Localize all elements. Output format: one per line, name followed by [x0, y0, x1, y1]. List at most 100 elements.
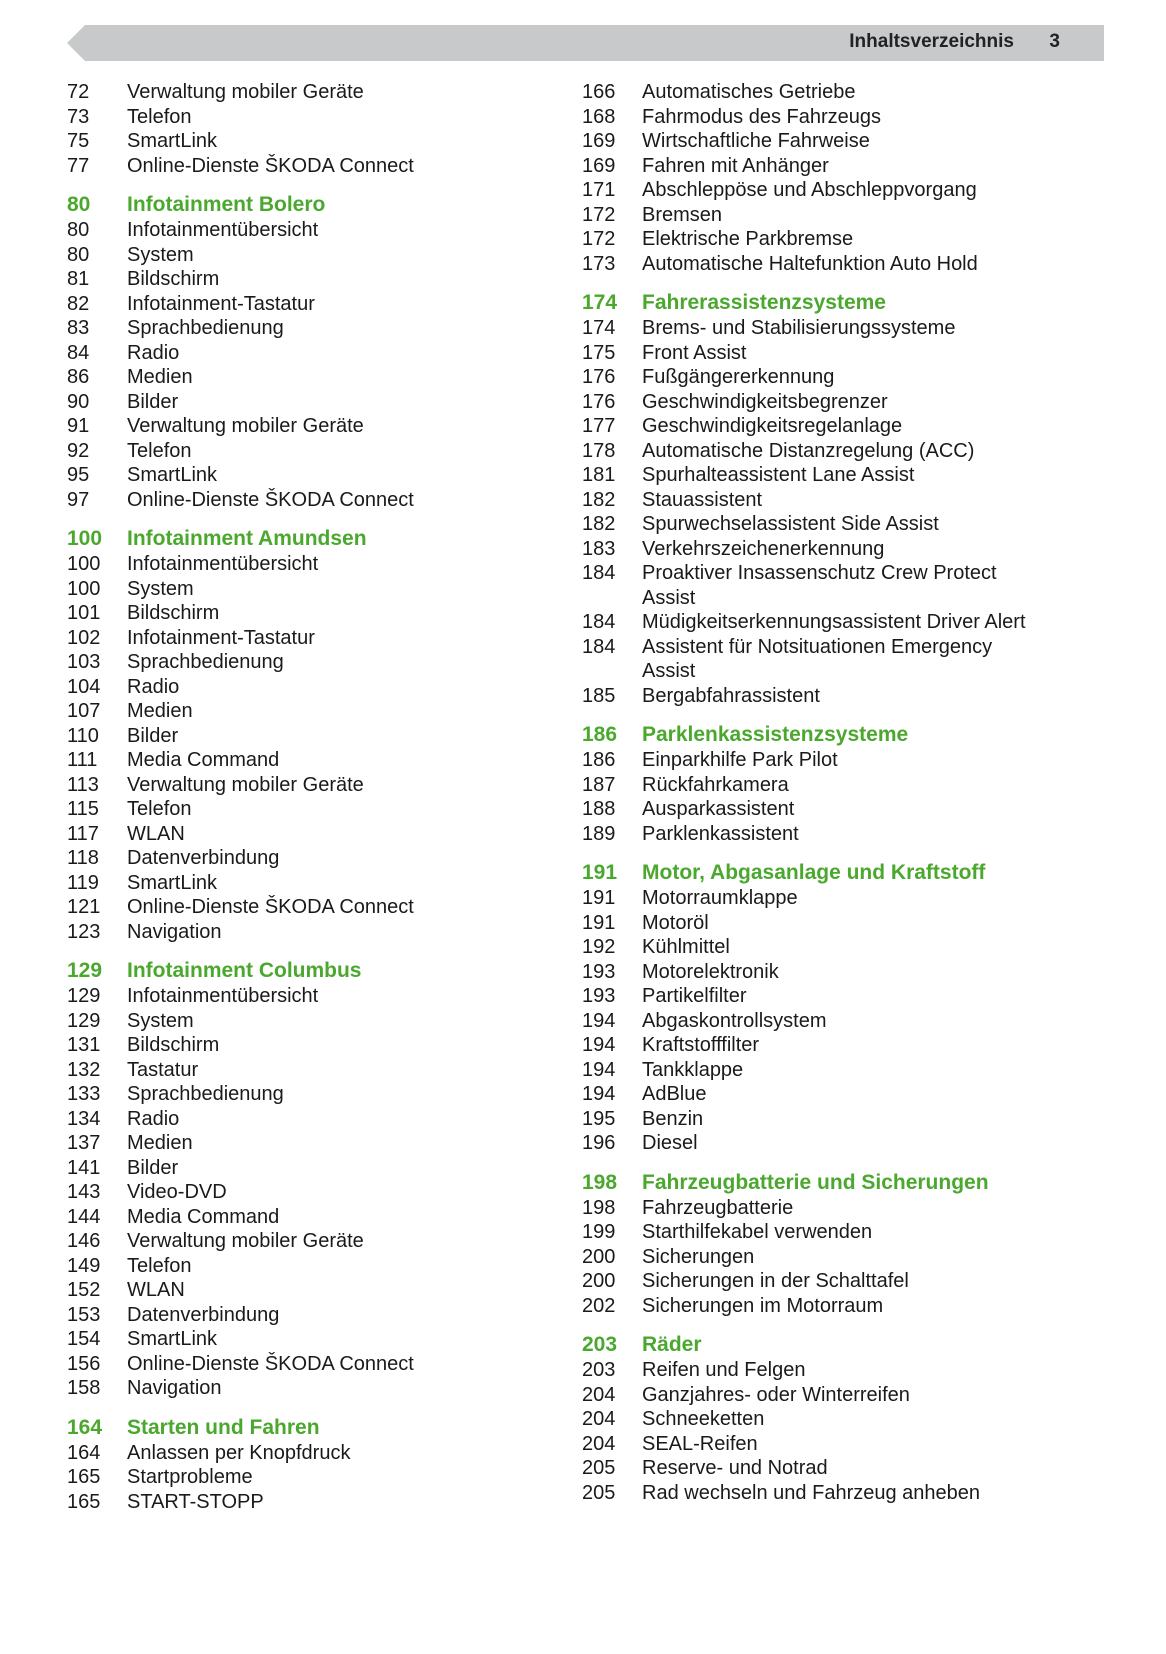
toc-section-heading[interactable]: 186 Parklenkassistenzsysteme — [582, 722, 1042, 748]
toc-entry[interactable]: 133 Sprachbedienung — [67, 1082, 527, 1107]
toc-entry[interactable]: 194 Tankklappe — [582, 1058, 1042, 1083]
toc-entry[interactable]: 178 Automatische Distanzregelung (ACC) — [582, 439, 1042, 464]
toc-entry[interactable]: 184 Proaktiver Insassenschutz Crew Protec… — [582, 561, 1042, 610]
toc-entry[interactable]: 182 Spurwechselassistent Side Assist — [582, 512, 1042, 537]
toc-entry[interactable]: 80 System — [67, 243, 527, 268]
toc-entry[interactable]: 172 Bremsen — [582, 203, 1042, 228]
toc-entry[interactable]: 181 Spurhalteassistent Lane Assist — [582, 463, 1042, 488]
toc-entry[interactable]: 90 Bilder — [67, 390, 527, 415]
toc-entry[interactable]: 171 Abschleppöse und Abschleppvorgang — [582, 178, 1042, 203]
toc-entry[interactable]: 169 Fahren mit Anhänger — [582, 154, 1042, 179]
toc-entry[interactable]: 146 Verwaltung mobiler Geräte — [67, 1229, 527, 1254]
toc-entry[interactable]: 154 SmartLink — [67, 1327, 527, 1352]
toc-entry[interactable]: 77 Online-Dienste ŠKODA Connect — [67, 154, 527, 179]
toc-entry[interactable]: 132 Tastatur — [67, 1058, 527, 1083]
toc-entry[interactable]: 121 Online-Dienste ŠKODA Connect — [67, 895, 527, 920]
toc-entry[interactable]: 193 Partikelfilter — [582, 984, 1042, 1009]
toc-entry[interactable]: 84 Radio — [67, 341, 527, 366]
toc-entry[interactable]: 185 Bergabfahrassistent — [582, 684, 1042, 709]
toc-entry[interactable]: 73 Telefon — [67, 105, 527, 130]
toc-entry[interactable]: 176 Fußgängererkennung — [582, 365, 1042, 390]
toc-entry[interactable]: 176 Geschwindigkeitsbegrenzer — [582, 390, 1042, 415]
toc-entry[interactable]: 164 Anlassen per Knopfdruck — [67, 1441, 527, 1466]
toc-entry[interactable]: 186 Einparkhilfe Park Pilot — [582, 748, 1042, 773]
toc-entry[interactable]: 95 SmartLink — [67, 463, 527, 488]
toc-entry[interactable]: 195 Benzin — [582, 1107, 1042, 1132]
toc-entry[interactable]: 104 Radio — [67, 675, 527, 700]
toc-section-heading[interactable]: 80 Infotainment Bolero — [67, 192, 527, 218]
toc-entry[interactable]: 144 Media Command — [67, 1205, 527, 1230]
toc-entry[interactable]: 183 Verkehrszeichenerkennung — [582, 537, 1042, 562]
toc-entry[interactable]: 173 Automatische Haltefunktion Auto Hold — [582, 252, 1042, 277]
toc-entry[interactable]: 203 Reifen und Felgen — [582, 1358, 1042, 1383]
toc-entry[interactable]: 175 Front Assist — [582, 341, 1042, 366]
toc-section-heading[interactable]: 164 Starten und Fahren — [67, 1415, 527, 1441]
toc-entry[interactable]: 137 Medien — [67, 1131, 527, 1156]
toc-entry[interactable]: 191 Motoröl — [582, 911, 1042, 936]
toc-entry[interactable]: 202 Sicherungen im Motorraum — [582, 1294, 1042, 1319]
toc-entry[interactable]: 200 Sicherungen in der Schalttafel — [582, 1269, 1042, 1294]
toc-entry[interactable]: 174 Brems- und Stabilisierungssysteme — [582, 316, 1042, 341]
toc-entry[interactable]: 205 Reserve- und Notrad — [582, 1456, 1042, 1481]
toc-entry[interactable]: 177 Geschwindigkeitsregelanlage — [582, 414, 1042, 439]
toc-entry[interactable]: 194 Kraftstofffilter — [582, 1033, 1042, 1058]
toc-entry[interactable]: 111 Media Command — [67, 748, 527, 773]
toc-entry[interactable]: 158 Navigation — [67, 1376, 527, 1401]
toc-entry[interactable]: 194 AdBlue — [582, 1082, 1042, 1107]
toc-entry[interactable]: 101 Bildschirm — [67, 601, 527, 626]
toc-entry[interactable]: 165 Startprobleme — [67, 1465, 527, 1490]
toc-entry[interactable]: 200 Sicherungen — [582, 1245, 1042, 1270]
toc-entry[interactable]: 194 Abgaskontrollsystem — [582, 1009, 1042, 1034]
toc-entry[interactable]: 191 Motorraumklappe — [582, 886, 1042, 911]
toc-entry[interactable]: 193 Motorelektronik — [582, 960, 1042, 985]
toc-entry[interactable]: 204 SEAL-Reifen — [582, 1432, 1042, 1457]
toc-entry[interactable]: 100 System — [67, 577, 527, 602]
toc-entry[interactable]: 205 Rad wechseln und Fahrzeug anheben — [582, 1481, 1042, 1506]
toc-entry[interactable]: 156 Online-Dienste ŠKODA Connect — [67, 1352, 527, 1377]
toc-entry[interactable]: 169 Wirtschaftliche Fahrweise — [582, 129, 1042, 154]
toc-entry[interactable]: 129 System — [67, 1009, 527, 1034]
toc-entry[interactable]: 184 Müdigkeitserkennungsassistent Driver … — [582, 610, 1042, 635]
toc-entry[interactable]: 100 Infotainmentübersicht — [67, 552, 527, 577]
toc-entry[interactable]: 134 Radio — [67, 1107, 527, 1132]
toc-entry[interactable]: 153 Datenverbindung — [67, 1303, 527, 1328]
toc-entry[interactable]: 107 Medien — [67, 699, 527, 724]
toc-entry[interactable]: 166 Automatisches Getriebe — [582, 80, 1042, 105]
toc-entry[interactable]: 204 Ganzjahres- oder Winterreifen — [582, 1383, 1042, 1408]
toc-entry[interactable]: 143 Video-DVD — [67, 1180, 527, 1205]
toc-section-heading[interactable]: 191 Motor, Abgasanlage und Kraftstoff — [582, 860, 1042, 886]
toc-entry[interactable]: 97 Online-Dienste ŠKODA Connect — [67, 488, 527, 513]
toc-entry[interactable]: 82 Infotainment-Tastatur — [67, 292, 527, 317]
toc-entry[interactable]: 131 Bildschirm — [67, 1033, 527, 1058]
toc-entry[interactable]: 110 Bilder — [67, 724, 527, 749]
toc-entry[interactable]: 141 Bilder — [67, 1156, 527, 1181]
toc-entry[interactable]: 199 Starthilfekabel verwenden — [582, 1220, 1042, 1245]
toc-section-heading[interactable]: 174 Fahrerassistenzsysteme — [582, 290, 1042, 316]
toc-entry[interactable]: 192 Kühlmittel — [582, 935, 1042, 960]
toc-entry[interactable]: 113 Verwaltung mobiler Geräte — [67, 773, 527, 798]
toc-entry[interactable]: 204 Schneeketten — [582, 1407, 1042, 1432]
toc-entry[interactable]: 119 SmartLink — [67, 871, 527, 896]
toc-entry[interactable]: 172 Elektrische Parkbremse — [582, 227, 1042, 252]
toc-section-heading[interactable]: 198 Fahrzeugbatterie und Sicherungen — [582, 1170, 1042, 1196]
toc-entry[interactable]: 198 Fahrzeugbatterie — [582, 1196, 1042, 1221]
toc-entry[interactable]: 115 Telefon — [67, 797, 527, 822]
toc-entry[interactable]: 168 Fahrmodus des Fahrzeugs — [582, 105, 1042, 130]
toc-entry[interactable]: 75 SmartLink — [67, 129, 527, 154]
toc-entry[interactable]: 80 Infotainmentübersicht — [67, 218, 527, 243]
toc-entry[interactable]: 182 Stauassistent — [582, 488, 1042, 513]
toc-section-heading[interactable]: 203 Räder — [582, 1332, 1042, 1358]
toc-entry[interactable]: 189 Parklenkassistent — [582, 822, 1042, 847]
toc-entry[interactable]: 149 Telefon — [67, 1254, 527, 1279]
toc-entry[interactable]: 165 START-STOPP — [67, 1490, 527, 1515]
toc-entry[interactable]: 152 WLAN — [67, 1278, 527, 1303]
toc-entry[interactable]: 123 Navigation — [67, 920, 527, 945]
toc-entry[interactable]: 129 Infotainmentübersicht — [67, 984, 527, 1009]
toc-entry[interactable]: 118 Datenverbindung — [67, 846, 527, 871]
toc-entry[interactable]: 188 Ausparkassistent — [582, 797, 1042, 822]
toc-entry[interactable]: 102 Infotainment-Tastatur — [67, 626, 527, 651]
toc-section-heading[interactable]: 100 Infotainment Amundsen — [67, 526, 527, 552]
toc-entry[interactable]: 86 Medien — [67, 365, 527, 390]
toc-entry[interactable]: 72 Verwaltung mobiler Geräte — [67, 80, 527, 105]
toc-entry[interactable]: 187 Rückfahrkamera — [582, 773, 1042, 798]
